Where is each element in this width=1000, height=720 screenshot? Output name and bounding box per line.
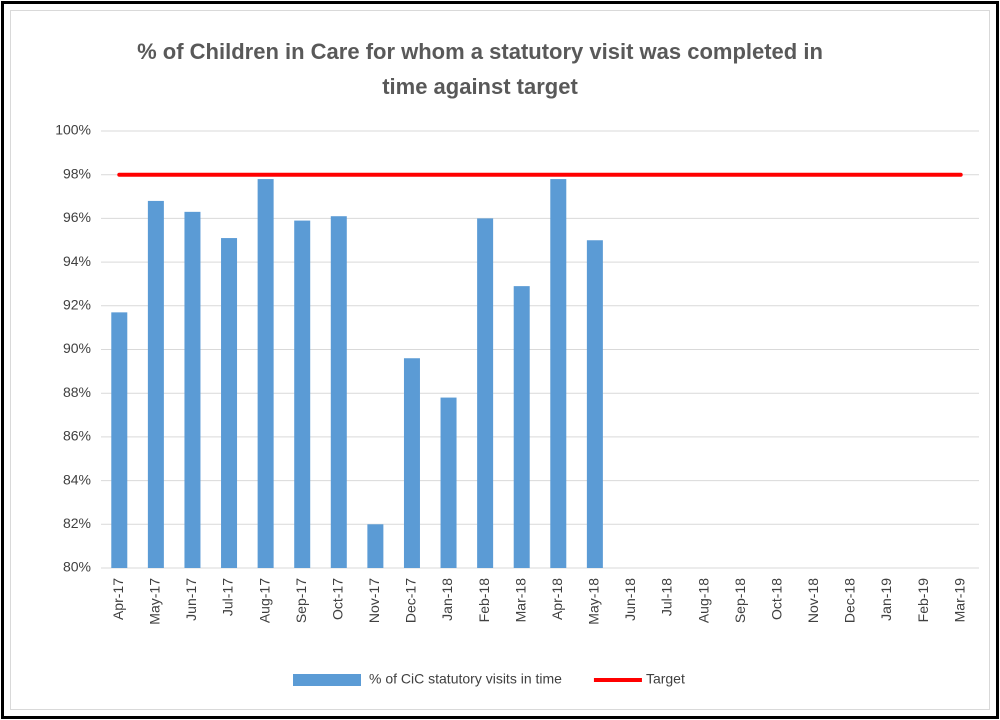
x-tick-label: May-18	[586, 578, 602, 625]
x-tick-label: Aug-18	[695, 578, 711, 623]
y-tick-label: 98%	[63, 165, 91, 181]
y-tick-label: 90%	[63, 340, 91, 356]
x-tick-label: Feb-19	[915, 578, 931, 623]
x-tick-label: Jan-19	[878, 578, 894, 621]
bar	[221, 238, 238, 568]
bar	[330, 216, 347, 568]
x-tick-label: Apr-18	[549, 578, 565, 620]
x-tick-label: Jul-17	[220, 578, 236, 616]
x-tick-label: Nov-18	[805, 578, 821, 623]
bar	[257, 179, 274, 568]
x-tick-label: Jun-17	[183, 578, 199, 621]
x-tick-label: Mar-18	[512, 578, 528, 623]
x-tick-label: Sep-18	[732, 578, 748, 623]
x-tick-label: Dec-17	[403, 578, 419, 623]
y-tick-label: 82%	[63, 515, 91, 531]
x-tick-label: Mar-19	[951, 578, 967, 623]
legend-label: % of CiC statutory visits in time	[369, 671, 562, 687]
y-tick-label: 86%	[63, 428, 91, 444]
legend-swatch	[293, 674, 361, 686]
bar	[367, 524, 384, 568]
bar	[294, 220, 311, 568]
x-tick-label: May-17	[147, 578, 163, 625]
x-tick-label: Jan-18	[439, 578, 455, 621]
bar	[586, 240, 603, 568]
legend-label: Target	[646, 671, 685, 687]
chart-title: % of Children in Care for whom a statuto…	[137, 39, 823, 99]
x-tick-label: Jul-18	[659, 578, 675, 616]
bar	[111, 312, 128, 568]
bar	[440, 397, 457, 568]
chart-border	[10, 10, 990, 710]
y-tick-label: 100%	[55, 122, 91, 138]
y-tick-label: 84%	[63, 471, 91, 487]
bar	[513, 286, 530, 568]
x-tick-label: Dec-18	[842, 578, 858, 623]
x-tick-label: Apr-17	[110, 578, 126, 620]
y-tick-label: 94%	[63, 253, 91, 269]
x-tick-label: Oct-17	[329, 578, 345, 620]
bar	[550, 179, 567, 568]
x-tick-label: Feb-18	[476, 578, 492, 623]
y-tick-label: 92%	[63, 297, 91, 313]
x-tick-label: Jun-18	[622, 578, 638, 621]
y-tick-label: 96%	[63, 209, 91, 225]
x-tick-label: Nov-17	[366, 578, 382, 623]
x-tick-label: Aug-17	[256, 578, 272, 623]
y-tick-label: 88%	[63, 384, 91, 400]
bar	[184, 211, 201, 568]
bar	[403, 358, 420, 568]
bar	[147, 200, 164, 569]
x-tick-label: Oct-18	[768, 578, 784, 620]
x-tick-label: Sep-17	[293, 578, 309, 623]
y-tick-label: 80%	[63, 559, 91, 575]
bar	[477, 218, 494, 568]
